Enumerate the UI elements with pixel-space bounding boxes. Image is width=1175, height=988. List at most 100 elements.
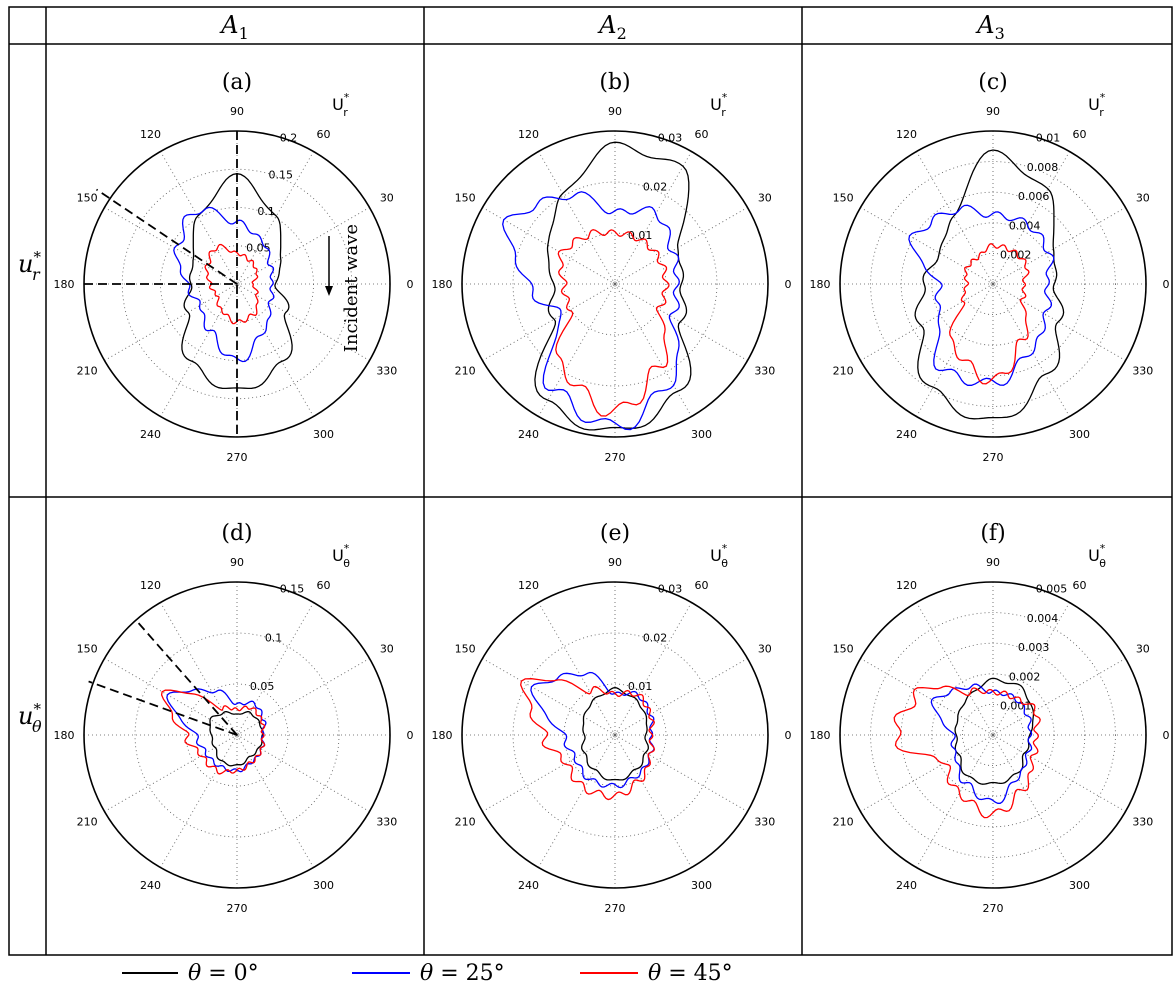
column-header-a1: A1: [219, 11, 249, 43]
angle-tick-label: 150: [455, 192, 476, 205]
grid-spoke: [104, 734, 238, 812]
grid-spoke: [614, 658, 748, 736]
r-axis-label: U* θ: [1088, 542, 1106, 570]
series-line-theta45: [160, 689, 266, 775]
polar-panel-a: 0.050.10.150.203060901201501802102402703…: [54, 70, 414, 464]
angle-tick-label: 210: [455, 365, 476, 378]
grid-spoke: [160, 602, 238, 736]
grid-spoke: [482, 283, 616, 361]
series-line-theta25: [908, 204, 1055, 386]
angle-tick-label: 60: [317, 579, 331, 592]
series-line-theta0: [581, 687, 649, 781]
grid-spoke: [614, 283, 748, 361]
angle-tick-label: 210: [455, 816, 476, 829]
angle-tick-label: 60: [1073, 579, 1087, 592]
r-tick-label: 0.05: [250, 680, 275, 693]
angle-tick-label: 30: [1136, 192, 1150, 205]
r-tick-label: 0.005: [1036, 583, 1068, 596]
angle-tick-label: 150: [77, 192, 98, 205]
series-line-theta0: [954, 677, 1035, 785]
grid-spoke: [992, 734, 1126, 812]
grid-ring: [900, 191, 1086, 377]
grid-spoke: [614, 151, 692, 285]
grid-ring: [962, 252, 1025, 315]
polar-panel-c: 0.0020.0040.0060.0080.010306090120150180…: [810, 70, 1170, 464]
angle-tick-label: 330: [376, 365, 397, 378]
angle-tick-label: 120: [140, 128, 161, 141]
grid-spoke: [104, 658, 238, 736]
grid-spoke: [482, 658, 616, 736]
grid-ring: [512, 632, 718, 838]
grid-spoke: [992, 734, 1070, 868]
panel-label: (b): [599, 70, 630, 95]
grid-ring: [962, 704, 1025, 767]
angle-tick-label: 330: [1132, 816, 1153, 829]
grid-ring: [563, 232, 667, 336]
angle-tick-label: 240: [518, 879, 539, 892]
grid-spoke: [236, 207, 370, 285]
series-line-theta45: [893, 685, 1041, 819]
series-line-theta45: [555, 229, 670, 417]
r-axis-label: U* r: [1088, 91, 1106, 119]
angle-tick-label: 330: [1132, 365, 1153, 378]
grid-spoke: [236, 151, 314, 285]
angle-tick-label: 270: [227, 451, 248, 464]
r-tick-label: 0.03: [658, 132, 683, 145]
angle-tick-label: 30: [380, 643, 394, 656]
angle-tick-label: 0: [785, 278, 792, 291]
grid-spoke: [992, 283, 1126, 361]
angle-tick-label: 180: [54, 729, 75, 742]
grid-spoke: [236, 734, 314, 868]
r-tick-label: 0.004: [1009, 219, 1040, 232]
dashed-guide-diagonal: [95, 188, 238, 285]
outer-circle: [839, 581, 1147, 889]
angle-tick-label: 300: [691, 879, 712, 892]
angle-tick-label: 0: [407, 278, 414, 291]
dashed-guide-diagonal: [88, 680, 238, 736]
angle-tick-label: 240: [896, 428, 917, 441]
panel-label: (d): [221, 521, 252, 546]
panel-label: (e): [600, 521, 630, 546]
r-tick-label: 0.004: [1027, 612, 1059, 625]
column-header-a2: A2: [597, 11, 627, 43]
grid-spoke: [104, 283, 238, 361]
panel-label: (f): [980, 521, 1005, 546]
grid-ring: [160, 207, 314, 361]
incident-arrow-head: [325, 286, 333, 296]
angle-tick-label: 210: [77, 816, 98, 829]
angle-tick-label: 120: [518, 128, 539, 141]
panel-label: (a): [222, 70, 252, 95]
grid-spoke: [992, 602, 1070, 736]
outer-circle: [461, 581, 769, 889]
grid-spoke: [160, 734, 238, 868]
r-axis-label: U* r: [332, 91, 350, 119]
grid-spoke: [236, 283, 314, 417]
polar-panel-b: 0.010.020.030306090120150180210240270300…: [432, 70, 792, 464]
grid-spoke: [916, 151, 994, 285]
grid-spoke: [482, 734, 616, 812]
grid-spoke: [160, 151, 238, 285]
grid-spoke: [860, 207, 994, 285]
angle-tick-label: 330: [376, 816, 397, 829]
angle-tick-label: 240: [140, 428, 161, 441]
grid-spoke: [614, 283, 692, 417]
grid-spoke: [538, 151, 616, 285]
angle-tick-label: 120: [140, 579, 161, 592]
grid-spoke: [916, 602, 994, 736]
r-tick-label: 0.02: [643, 631, 668, 644]
grid-ring: [870, 161, 1116, 407]
series-line-theta0: [914, 149, 1065, 420]
r-tick-label: 0.006: [1018, 190, 1050, 203]
r-tick-label: 0.15: [269, 168, 294, 181]
angle-tick-label: 270: [605, 902, 626, 915]
grid-spoke: [614, 207, 748, 285]
series-line-theta45: [520, 678, 656, 801]
series-line-theta25: [502, 191, 680, 431]
r-axis-label: U* θ: [710, 542, 728, 570]
grid-spoke: [614, 602, 692, 736]
angle-tick-label: 150: [77, 643, 98, 656]
angle-tick-label: 270: [227, 902, 248, 915]
r-axis-label: U* θ: [332, 542, 350, 570]
r-tick-label: 0.003: [1018, 641, 1050, 654]
